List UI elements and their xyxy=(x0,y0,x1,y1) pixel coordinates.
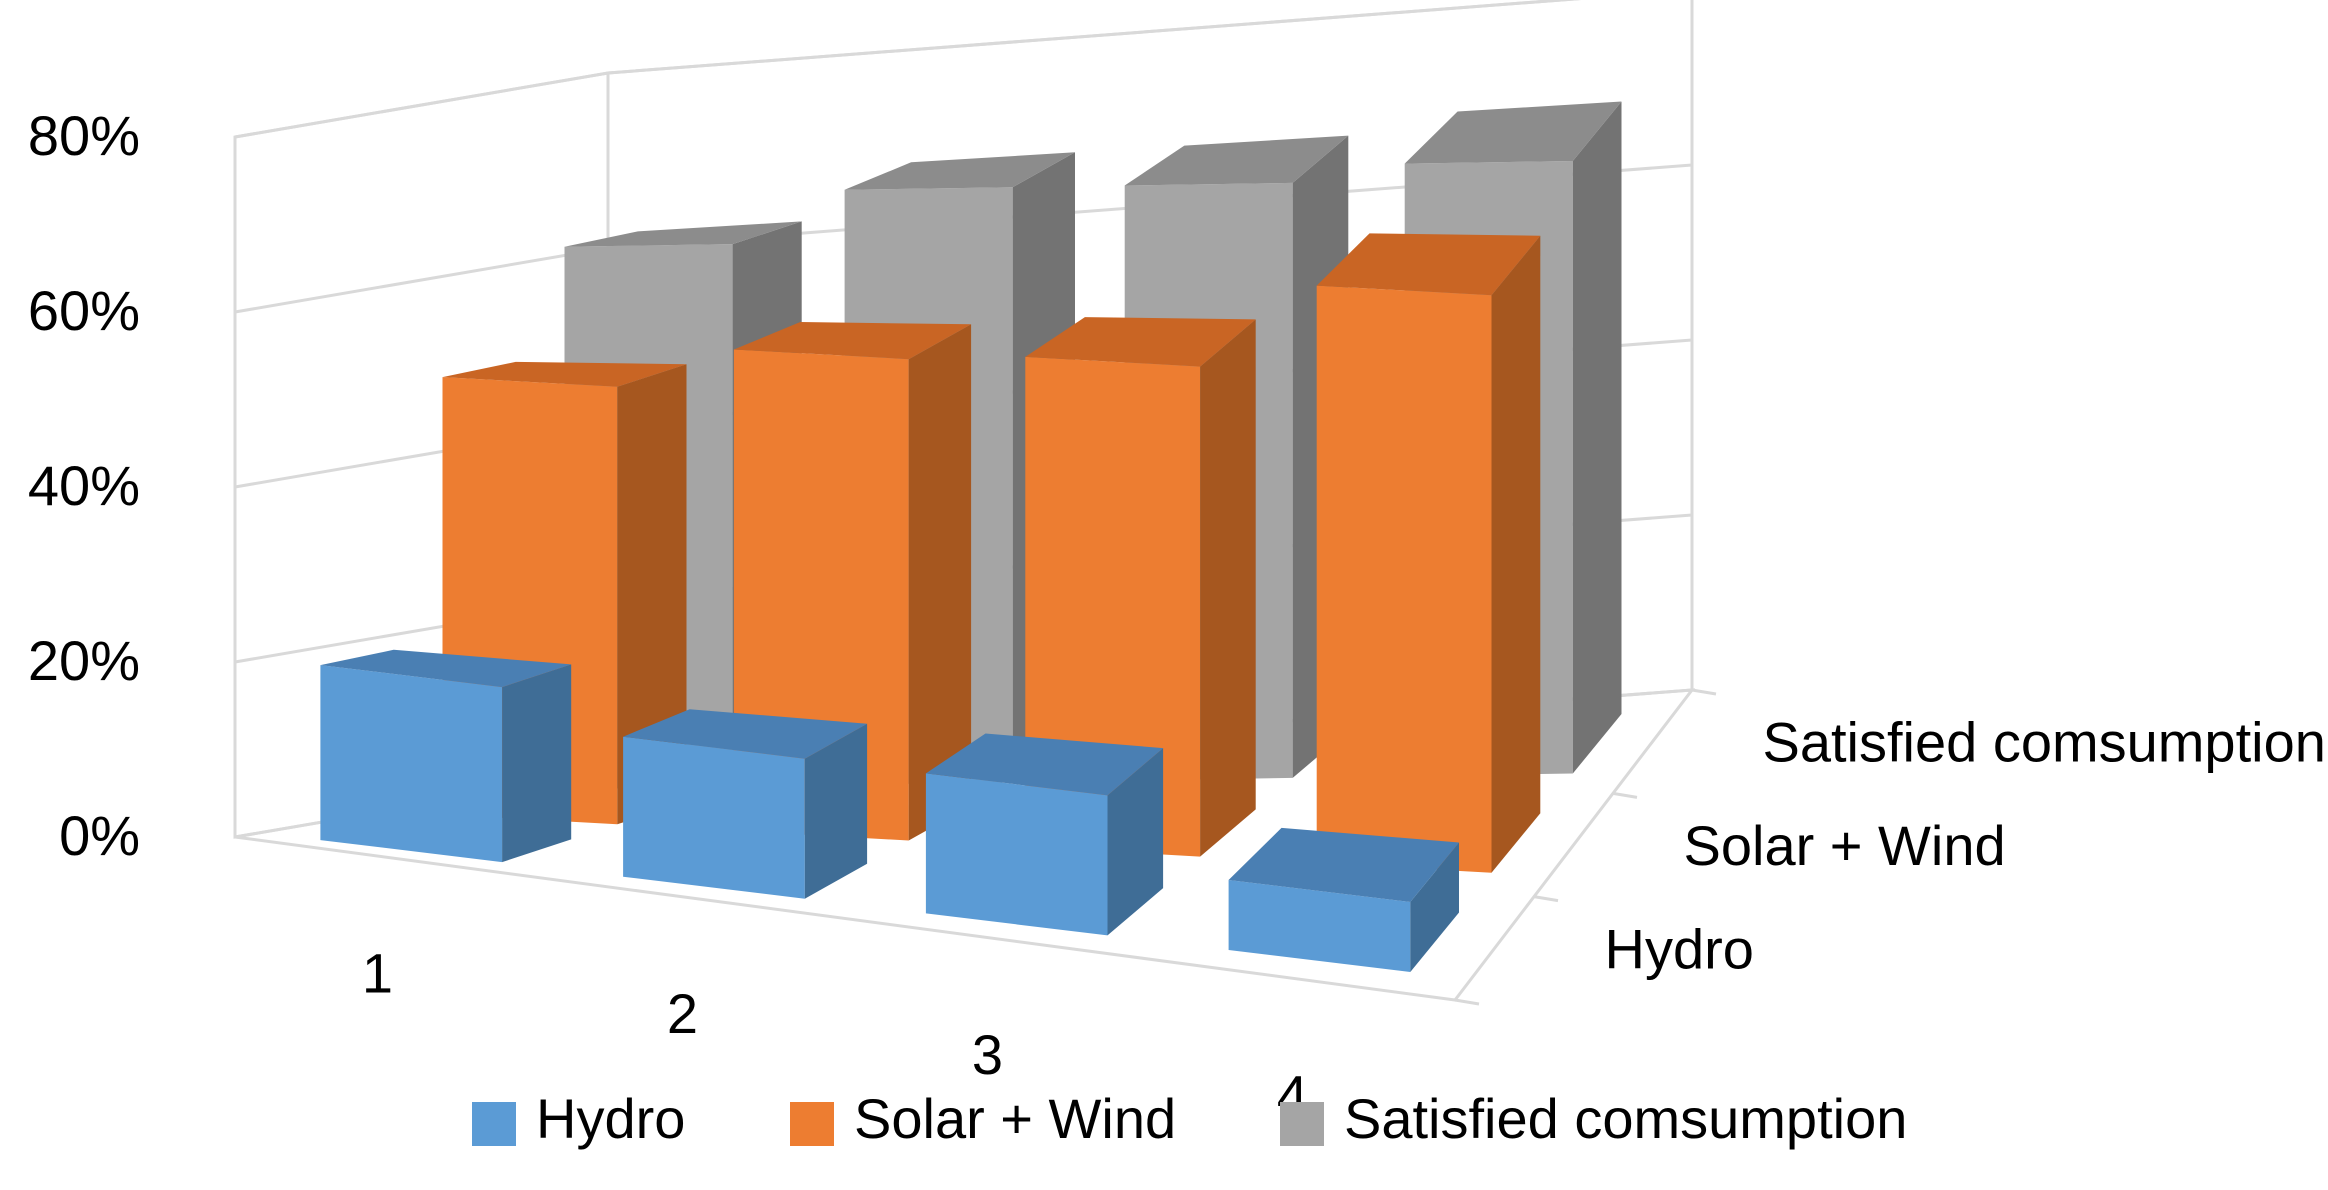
legend-item: Satisfied comsumption xyxy=(1280,1087,1907,1150)
bar-side-face xyxy=(502,664,572,863)
bar-hydro-2 xyxy=(623,709,868,899)
series-axis-label: Satisfied comsumption xyxy=(1763,711,2326,774)
legend-label: Solar + Wind xyxy=(854,1087,1176,1150)
bar-solar-wind-3 xyxy=(1025,317,1256,857)
series-axis-tick xyxy=(1612,791,1638,799)
bar-top-face xyxy=(1025,317,1256,367)
legend-item: Solar + Wind xyxy=(790,1087,1176,1150)
bar-top-face xyxy=(1124,135,1349,186)
bar-front-face xyxy=(320,665,503,863)
bar-top-face xyxy=(844,152,1075,190)
bar-top-face xyxy=(623,709,868,759)
bar-side-face xyxy=(804,723,868,899)
legend-label: Satisfied comsumption xyxy=(1344,1087,1907,1150)
bar-front-face xyxy=(1316,285,1492,873)
series-axis-tick xyxy=(1533,895,1559,903)
x-tick-label: 3 xyxy=(972,1023,1003,1086)
x-tick-label: 1 xyxy=(362,941,393,1004)
legend-item: Hydro xyxy=(472,1087,685,1150)
y-tick-label: 80% xyxy=(28,104,140,167)
bar-side-face xyxy=(1572,101,1622,774)
bar-side-face xyxy=(1491,235,1541,873)
legend-swatch xyxy=(790,1102,834,1146)
chart-bars xyxy=(320,101,1622,972)
bar-hydro-3 xyxy=(925,733,1164,936)
bar-top-face xyxy=(925,733,1164,796)
chart-legend: Hydro Solar + Wind Satisfied comsumption xyxy=(472,1087,1907,1150)
bar-top-face xyxy=(1228,827,1459,902)
bar-top-face xyxy=(564,221,802,247)
series-axis-labels: Hydro Solar + Wind Satisfied comsumption xyxy=(1605,711,2326,981)
x-tick-label: 2 xyxy=(667,982,698,1045)
bar-front-face xyxy=(623,736,805,899)
legend-swatch xyxy=(1280,1102,1324,1146)
bar-front-face xyxy=(1228,880,1411,972)
series-axis-label: Hydro xyxy=(1605,917,1754,980)
bar-front-face xyxy=(1025,356,1201,857)
y-axis-ticks: 0% 20% 40% 60% 80% xyxy=(28,104,140,867)
y-tick-label: 60% xyxy=(28,279,140,342)
bar-side-face xyxy=(617,364,687,825)
bar-top-face xyxy=(1404,101,1622,164)
bar-hydro-4 xyxy=(1228,827,1459,972)
series-axis-tick xyxy=(1454,998,1480,1006)
y-tick-label: 0% xyxy=(59,804,140,867)
bar-front-face xyxy=(925,773,1108,936)
series-axis-label: Solar + Wind xyxy=(1684,814,2006,877)
y-tick-label: 40% xyxy=(28,454,140,517)
bar-side-face xyxy=(1200,319,1256,857)
bar-side-face xyxy=(1107,748,1164,936)
bar-hydro-1 xyxy=(320,649,572,863)
series-axis-tick xyxy=(1691,688,1717,696)
y-tick-label: 20% xyxy=(28,629,140,692)
bar-top-face xyxy=(320,649,572,688)
legend-swatch xyxy=(472,1102,516,1146)
bar-top-face xyxy=(1316,233,1541,296)
bar-side-face xyxy=(908,324,972,841)
bar-top-face xyxy=(733,322,972,360)
legend-label: Hydro xyxy=(536,1087,685,1150)
bar-top-face xyxy=(442,361,687,387)
gridline xyxy=(234,0,1582,139)
bar-side-face xyxy=(1410,842,1459,972)
bar-solar-wind-4 xyxy=(1316,233,1541,873)
